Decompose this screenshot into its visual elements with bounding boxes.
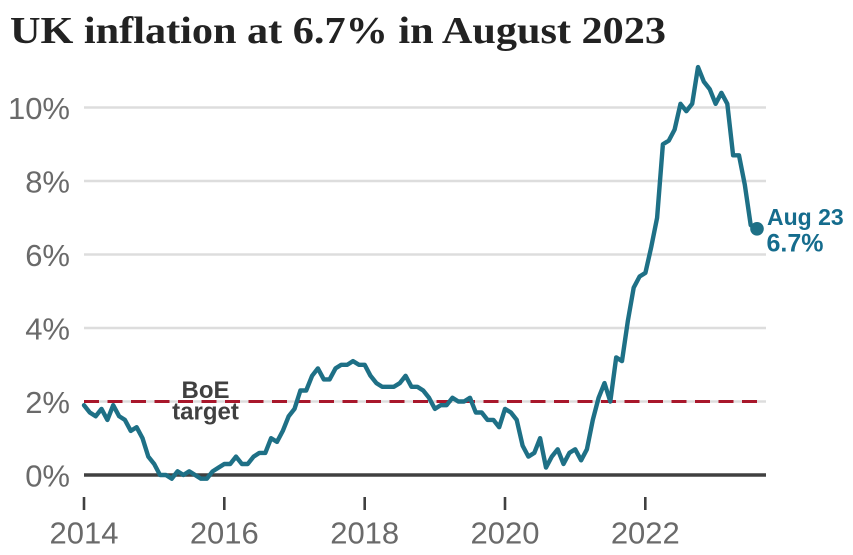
svg-text:2014: 2014 (50, 516, 119, 551)
svg-text:10%: 10% (8, 91, 70, 126)
svg-text:6.7%: 6.7% (767, 230, 824, 258)
svg-text:2%: 2% (25, 385, 70, 420)
svg-text:4%: 4% (25, 312, 70, 347)
svg-text:2022: 2022 (611, 516, 680, 551)
svg-text:target: target (172, 399, 239, 426)
svg-text:2020: 2020 (471, 516, 540, 551)
svg-text:Aug 23: Aug 23 (767, 204, 844, 230)
svg-text:BoE: BoE (182, 377, 230, 404)
svg-text:8%: 8% (25, 165, 70, 200)
svg-text:2018: 2018 (330, 516, 399, 551)
svg-text:2016: 2016 (190, 516, 259, 551)
svg-text:UK inflation at 6.7% in August: UK inflation at 6.7% in August 2023 (10, 9, 666, 52)
svg-text:0%: 0% (25, 459, 70, 494)
svg-text:6%: 6% (25, 238, 70, 273)
